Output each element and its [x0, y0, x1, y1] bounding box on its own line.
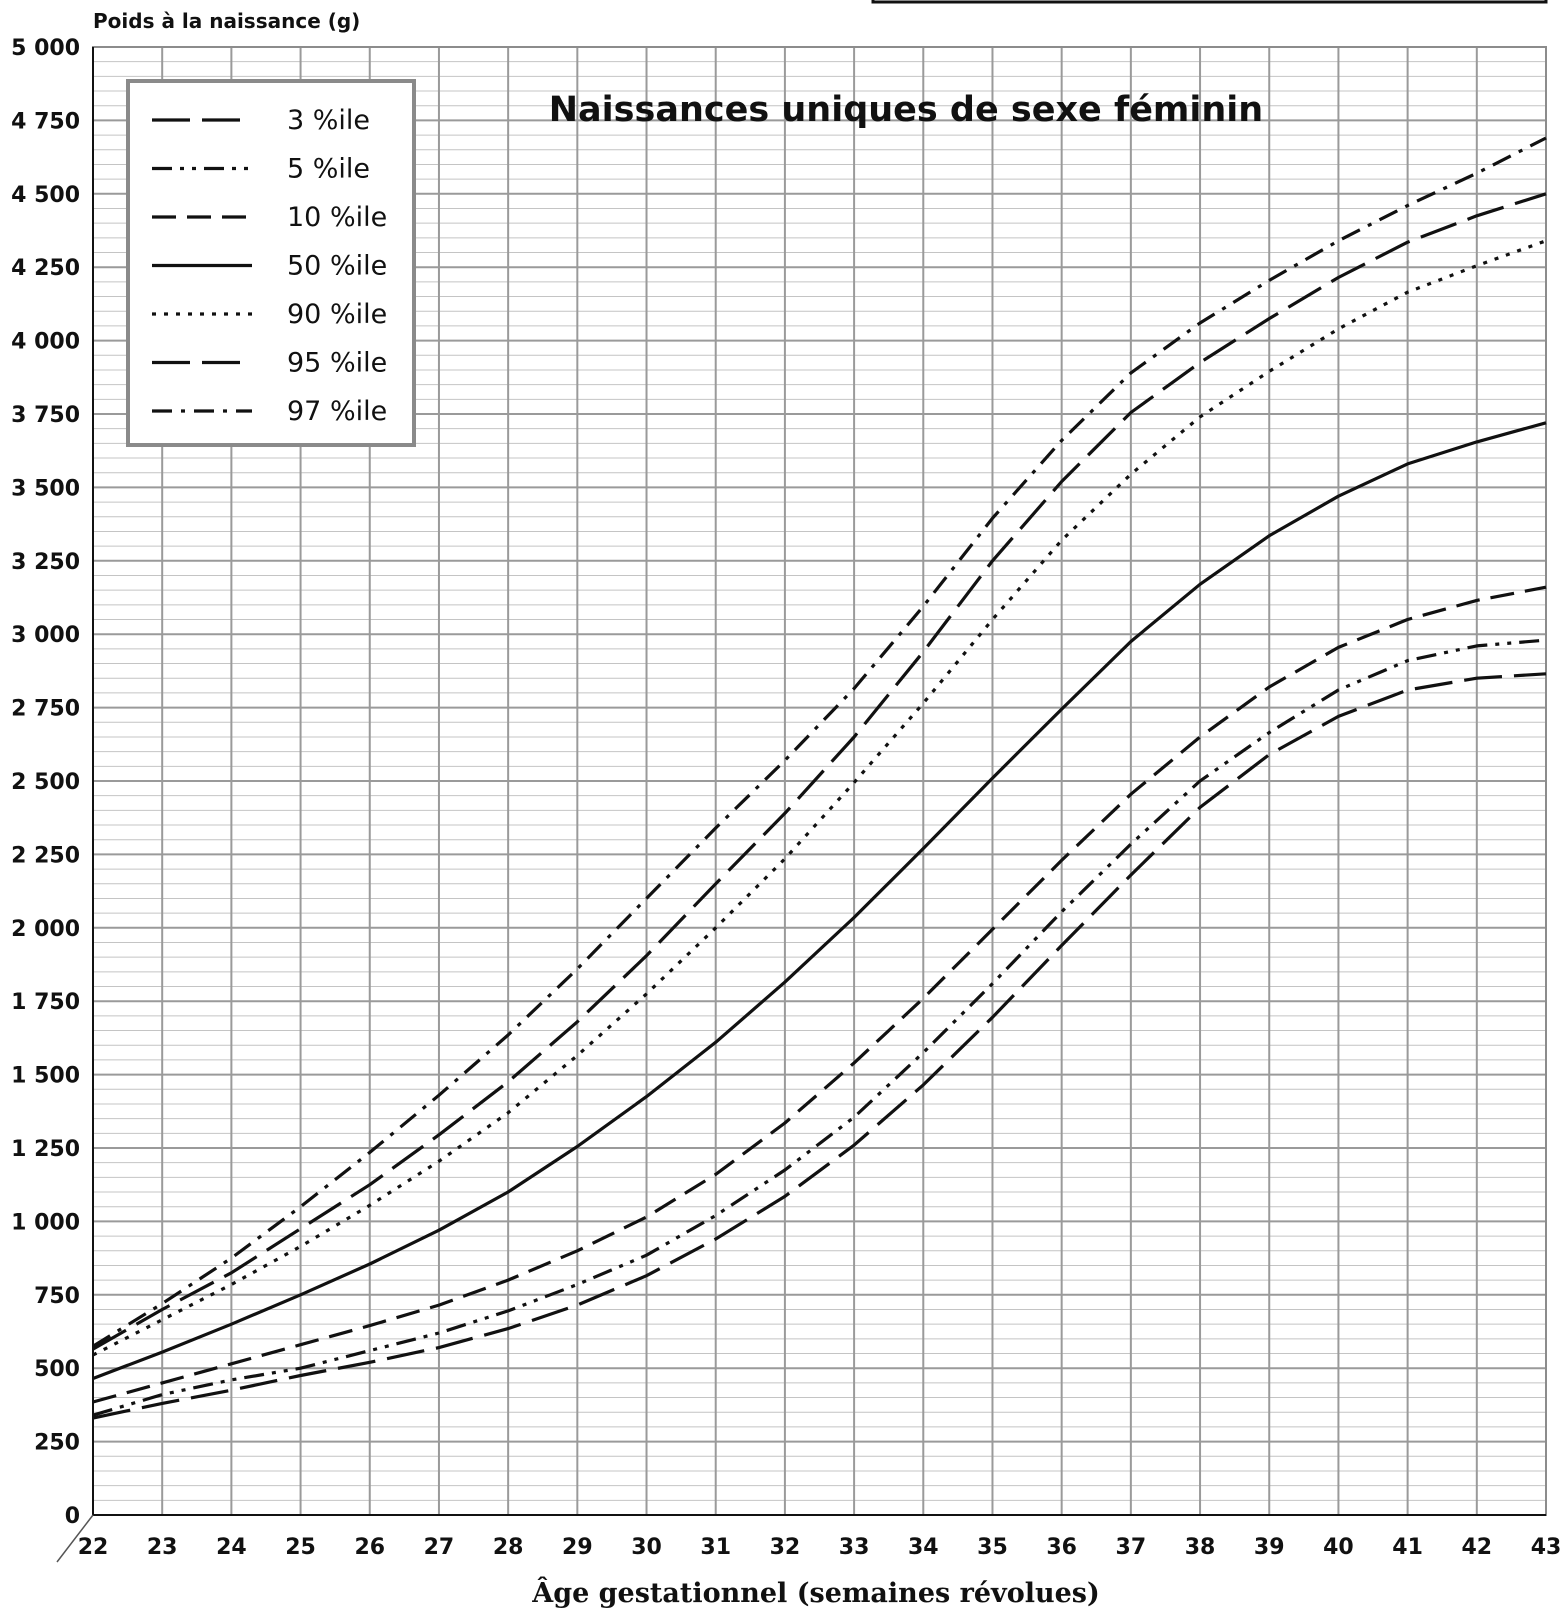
x-tick-label: 33 — [839, 1535, 870, 1560]
x-tick-label: 25 — [285, 1535, 316, 1560]
y-tick-label: 0 — [65, 1504, 80, 1529]
y-tick-label: 5 000 — [11, 36, 80, 61]
y-tick-label: 500 — [34, 1357, 80, 1382]
x-tick-label: 42 — [1461, 1535, 1492, 1560]
legend-label: 95 %ile — [287, 348, 387, 379]
x-tick-label: 28 — [493, 1535, 524, 1560]
x-tick-label: 23 — [147, 1535, 178, 1560]
x-tick-label: 32 — [770, 1535, 801, 1560]
y-tick-label: 1 750 — [11, 990, 80, 1015]
y-tick-labels: 0 250 500 750 1 000 1 250 1 500 1 750 2 000 2 250… — [11, 36, 80, 1529]
x-tick-label: 22 — [78, 1535, 109, 1560]
series-line-50ile — [92, 421, 1547, 1380]
y-tick-label: 4 750 — [11, 109, 80, 134]
axes — [56, 47, 1546, 1563]
legend-items: 3 %ile 5 %ile 10 %ile 50 %ile 90 %ile 95 %ile… — [152, 105, 387, 427]
series-line-97ile — [92, 136, 1547, 1348]
y-tick-label: 2 000 — [11, 917, 80, 942]
y-tick-label: 4 000 — [11, 330, 80, 355]
x-tick-label: 43 — [1531, 1535, 1562, 1560]
x-tick-labels: 22 23 24 25 26 27 28 29 30 31 32 33 34 35 36 37 38 39 40 41… — [78, 1535, 1562, 1560]
legend-box — [126, 79, 416, 447]
x-tick-label: 41 — [1392, 1535, 1423, 1560]
y-tick-label: 4 500 — [11, 183, 80, 208]
legend-label: 3 %ile — [287, 105, 370, 136]
y-tick-label: 2 250 — [11, 843, 80, 868]
y-tick-label: 1 000 — [11, 1210, 80, 1235]
x-tick-label: 29 — [562, 1535, 593, 1560]
origin-diagonal — [56, 1514, 94, 1563]
x-tick-label: 37 — [1116, 1535, 1147, 1560]
x-tick-label: 35 — [977, 1535, 1008, 1560]
x-axis-label: Âge gestationnel (semaines révolues) — [531, 1576, 1100, 1609]
y-tick-label: 3 750 — [11, 403, 80, 428]
x-tick-label: 34 — [908, 1535, 939, 1560]
x-tick-label: 31 — [700, 1535, 731, 1560]
y-tick-label: 1 500 — [11, 1064, 80, 1089]
y-tick-label: 4 250 — [11, 256, 80, 281]
y-axis-label: Poids à la naissance (g) — [93, 9, 360, 33]
legend-label: 10 %ile — [287, 202, 387, 233]
y-tick-label: 3 250 — [11, 550, 80, 575]
x-tick-label: 38 — [1185, 1535, 1216, 1560]
y-tick-label: 250 — [34, 1431, 80, 1456]
x-tick-label: 24 — [216, 1535, 247, 1560]
series-line-5ile — [92, 638, 1547, 1417]
chart-title: Naissances uniques de sexe féminin — [549, 90, 1263, 130]
series-line-95ile — [92, 192, 1547, 1351]
x-tick-label: 36 — [1046, 1535, 1077, 1560]
legend: 3 %ile 5 %ile 10 %ile 50 %ile 90 %ile 95 %ile… — [126, 79, 416, 447]
top-box-edge — [871, 0, 1548, 4]
y-tick-label: 3 000 — [11, 623, 80, 648]
x-tick-label: 39 — [1254, 1535, 1285, 1560]
legend-label: 90 %ile — [287, 299, 387, 330]
legend-label: 97 %ile — [287, 396, 387, 427]
y-tick-label: 2 750 — [11, 697, 80, 722]
y-tick-label: 3 500 — [11, 476, 80, 501]
x-tick-label: 27 — [424, 1535, 455, 1560]
series-line-10ile — [92, 585, 1547, 1404]
legend-label: 5 %ile — [287, 154, 370, 185]
series-line-3ile — [92, 672, 1547, 1420]
x-tick-label: 40 — [1323, 1535, 1354, 1560]
x-tick-label: 26 — [354, 1535, 385, 1560]
series-layer — [92, 136, 1547, 1420]
y-tick-label: 2 500 — [11, 770, 80, 795]
y-tick-label: 1 250 — [11, 1137, 80, 1162]
legend-label: 50 %ile — [287, 251, 387, 282]
y-tick-label: 750 — [34, 1284, 80, 1309]
x-tick-label: 30 — [631, 1535, 662, 1560]
